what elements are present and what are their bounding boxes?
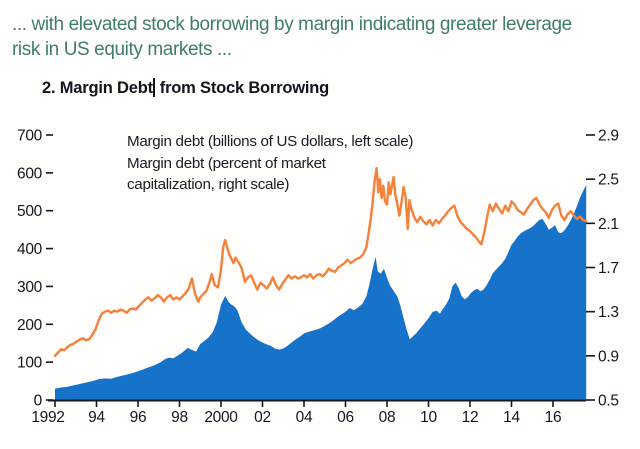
legend-label-percent-line2: capitalization, right scale) <box>127 176 290 193</box>
legend-item-margin-debt: Margin debt (billions of US dollars, lef… <box>83 131 413 152</box>
x-axis-tick-label: 08 <box>379 409 396 426</box>
legend-label-percent-line1: Margin debt (percent of market <box>127 155 326 172</box>
right-axis-tick-label: 1.7 <box>598 260 619 277</box>
left-axis-tick-label: 0 <box>34 393 43 410</box>
right-axis-tick-label: 0.9 <box>598 348 619 365</box>
right-axis-tick-label: 2.1 <box>598 216 619 233</box>
right-axis-tick-label: 0.5 <box>598 393 619 410</box>
chart-title-text-after: from Stock Borrowing <box>155 79 330 97</box>
right-axis-tick-label: 1.3 <box>598 304 619 321</box>
left-axis-tick-label: 400 <box>17 241 43 258</box>
x-axis-tick-label: 14 <box>503 409 520 426</box>
x-axis-tick-label: 12 <box>462 409 479 426</box>
left-axis-tick-label: 300 <box>17 279 43 296</box>
x-axis-tick-label: 16 <box>545 409 562 426</box>
x-axis-tick-label: 02 <box>254 409 271 426</box>
margin-debt-area-series <box>55 185 587 400</box>
legend-item-percent: Margin debt (percent of market capitaliz… <box>83 153 413 195</box>
legend-label-margin-debt: Margin debt (billions of US dollars, lef… <box>127 133 414 150</box>
left-axis-tick-label: 500 <box>17 203 43 220</box>
x-axis-tick-label: 2000 <box>204 409 238 426</box>
chart-title-text-before: 2. Margin Debt <box>42 79 153 97</box>
caption-line-1: ... with elevated stock borrowing by mar… <box>12 14 572 35</box>
caption-line-2: risk in US equity markets ... <box>12 39 232 60</box>
right-axis-tick-label: 2.5 <box>598 172 619 189</box>
x-axis-tick-label: 1992 <box>31 409 64 426</box>
chart-legend: Margin debt (billions of US dollars, lef… <box>83 131 413 196</box>
text-cursor <box>153 78 155 97</box>
x-axis-tick-label: 98 <box>171 409 188 426</box>
x-axis-tick-label: 10 <box>420 409 437 426</box>
right-axis-tick-label: 2.9 <box>598 128 619 145</box>
x-axis-tick-label: 94 <box>88 409 105 426</box>
left-axis-tick-label: 600 <box>17 165 43 182</box>
chart-title[interactable]: 2. Margin Debt from Stock Borrowing <box>42 78 329 98</box>
left-axis-tick-label: 100 <box>17 355 43 372</box>
figure-caption: ... with elevated stock borrowing by mar… <box>12 12 632 62</box>
left-axis-tick-label: 200 <box>17 317 43 334</box>
x-axis-tick-label: 96 <box>130 409 147 426</box>
x-axis-tick-label: 06 <box>337 409 354 426</box>
x-axis-tick-label: 04 <box>296 409 313 426</box>
left-axis-tick-label: 700 <box>17 128 43 145</box>
percent-line-series <box>53 166 588 357</box>
